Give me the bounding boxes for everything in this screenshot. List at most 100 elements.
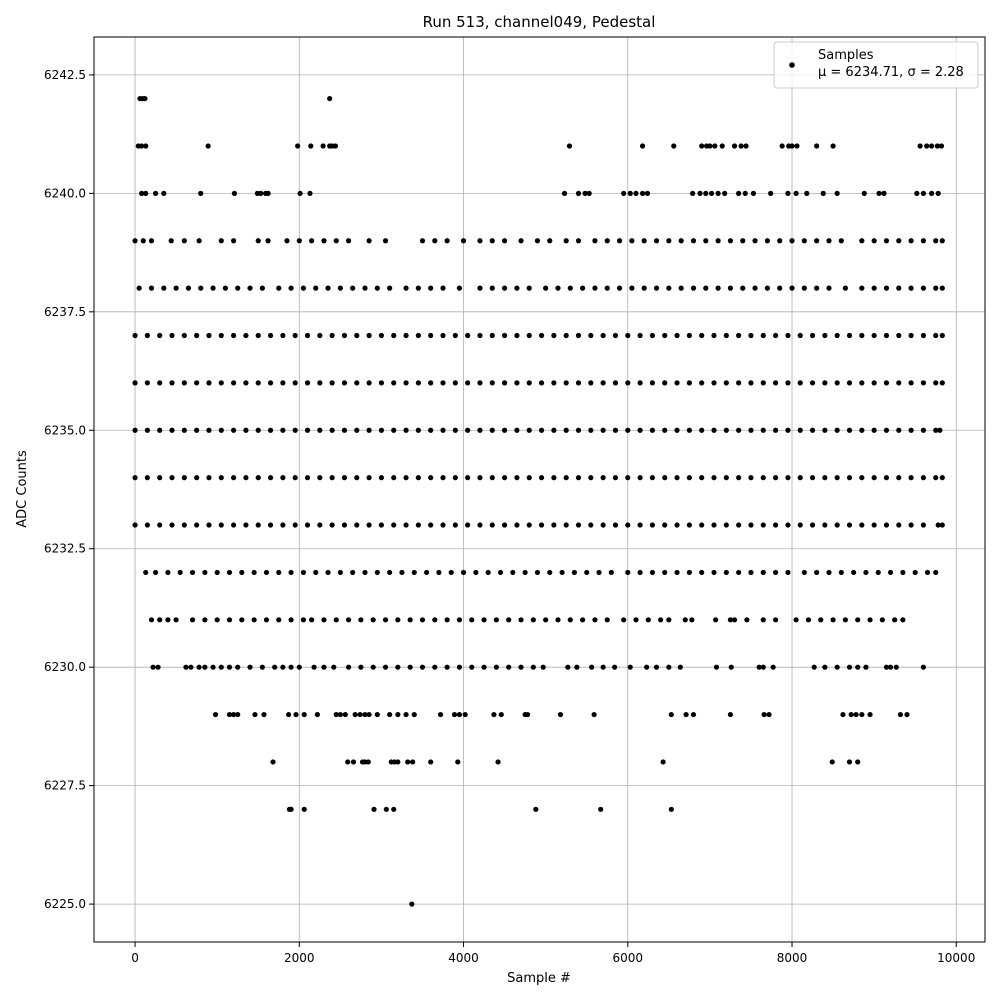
data-point <box>580 617 586 623</box>
data-point <box>666 664 672 670</box>
data-point <box>255 475 261 481</box>
y-tick-label: 6242.5 <box>44 68 86 82</box>
data-point <box>621 617 627 623</box>
data-point <box>789 285 795 291</box>
data-point <box>292 332 298 339</box>
data-point <box>440 380 446 386</box>
data-point <box>748 427 754 433</box>
data-point <box>231 427 237 433</box>
data-point <box>939 380 945 386</box>
data-point <box>935 190 941 196</box>
data-point <box>649 427 656 433</box>
data-point <box>674 380 680 386</box>
data-point <box>678 238 684 244</box>
data-point <box>644 664 650 670</box>
data-point <box>378 522 385 528</box>
data-point <box>293 711 299 718</box>
data-point <box>366 332 372 339</box>
data-point <box>789 238 795 244</box>
data-point <box>409 901 415 907</box>
legend: Samples μ = 6234.71, σ = 2.28 <box>773 41 979 89</box>
data-point <box>738 143 744 149</box>
data-point <box>194 427 200 433</box>
x-tick-label: 2000 <box>284 951 315 965</box>
data-point <box>559 569 565 576</box>
data-point <box>370 617 376 623</box>
data-point <box>871 522 877 528</box>
data-point <box>809 380 816 386</box>
data-point <box>218 475 224 481</box>
data-point <box>896 332 902 339</box>
data-point <box>391 380 397 386</box>
data-point <box>309 238 315 244</box>
data-point <box>846 664 853 670</box>
data-point <box>703 190 709 196</box>
data-point <box>887 664 894 670</box>
data-point <box>674 522 680 528</box>
data-point <box>395 617 401 623</box>
data-point <box>538 380 545 386</box>
data-point <box>501 380 508 386</box>
data-point <box>575 475 582 481</box>
data-point <box>514 522 520 528</box>
data-point <box>933 285 939 291</box>
data-point <box>551 380 557 386</box>
data-point <box>181 427 187 433</box>
data-point <box>168 238 174 244</box>
y-tick-label: 6225.0 <box>44 897 86 911</box>
data-point <box>362 711 368 718</box>
data-point <box>760 664 766 670</box>
data-point <box>653 664 660 670</box>
data-point <box>608 569 614 576</box>
data-point <box>317 427 323 433</box>
data-point <box>908 238 914 244</box>
data-point <box>933 332 939 339</box>
data-point <box>637 427 643 433</box>
data-point <box>625 522 631 528</box>
data-point <box>801 238 807 244</box>
data-point <box>604 617 610 623</box>
data-point <box>276 617 282 623</box>
data-point <box>904 711 910 718</box>
data-point <box>410 759 416 765</box>
data-point <box>428 522 434 528</box>
data-point <box>477 427 483 433</box>
data-point <box>415 380 421 386</box>
data-point <box>395 664 401 670</box>
data-point <box>181 475 187 481</box>
data-point <box>354 332 360 339</box>
data-point <box>563 380 569 386</box>
data-point <box>575 427 582 433</box>
data-point <box>760 617 766 623</box>
data-point <box>370 664 376 670</box>
data-point <box>814 143 820 149</box>
data-point <box>210 664 216 670</box>
data-point <box>181 238 187 244</box>
data-point <box>173 617 179 623</box>
data-point <box>497 569 504 576</box>
data-point <box>637 569 643 576</box>
data-point <box>524 711 531 718</box>
data-point <box>727 711 734 718</box>
data-point <box>243 380 249 386</box>
data-point <box>329 522 335 528</box>
data-point <box>185 285 192 291</box>
data-point <box>625 380 631 386</box>
data-point <box>444 617 450 623</box>
data-point <box>333 238 339 244</box>
data-point <box>239 569 245 576</box>
data-point <box>748 332 754 339</box>
data-point <box>789 143 795 149</box>
data-point <box>933 427 939 433</box>
data-point <box>591 711 597 718</box>
data-point <box>715 238 721 244</box>
data-point <box>157 522 163 528</box>
data-point <box>498 711 504 718</box>
data-point <box>288 664 294 670</box>
data-point <box>900 617 906 623</box>
data-point <box>785 332 791 339</box>
data-point <box>699 522 705 528</box>
data-point <box>883 332 890 339</box>
data-point <box>267 475 274 481</box>
data-point <box>243 522 249 528</box>
